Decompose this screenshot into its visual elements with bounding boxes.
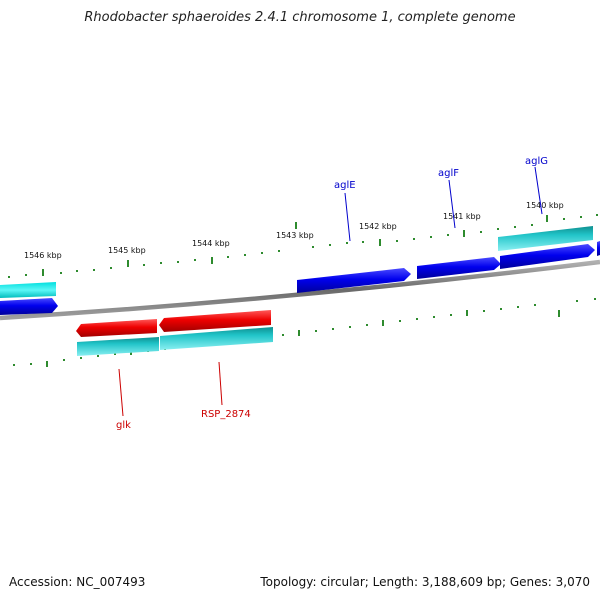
tick-label-1544kbp: 1544 kbp <box>192 239 230 248</box>
tick-label-1540kbp: 1540 kbp <box>526 201 564 210</box>
cds-block-glk <box>77 337 159 356</box>
gene-label-aglG: aglG <box>525 156 548 167</box>
gene-label-RSP_2874: RSP_2874 <box>201 409 251 420</box>
leader-line-aglF <box>448 179 456 229</box>
leader-line-glk <box>118 368 124 417</box>
gene-arrow-right-edge <box>597 241 600 256</box>
tick-label-1546kbp: 1546 kbp <box>24 251 62 260</box>
leader-line-RSP_2874 <box>218 361 223 406</box>
cds-block-aglG <box>498 226 593 251</box>
leader-line-aglG <box>534 166 543 215</box>
gene-label-aglF: aglF <box>438 168 459 179</box>
cds-block-RSP_2874 <box>160 327 273 350</box>
tick-label-1541kbp: 1541 kbp <box>443 212 481 221</box>
tick-label-1542kbp: 1542 kbp <box>359 222 397 231</box>
accession-text: Accession: NC_007493 <box>9 575 146 589</box>
gene-arrow-aglE <box>297 268 411 293</box>
genome-summary-text: Topology: circular; Length: 3,188,609 bp… <box>260 575 590 589</box>
gene-label-glk: glk <box>116 420 131 431</box>
cds-block-left-edge <box>0 282 56 298</box>
gene-label-aglE: aglE <box>334 180 356 191</box>
outer-scale-track <box>8 214 598 278</box>
gene-arrow-aglG <box>500 244 595 269</box>
gene-arrow-left-edge <box>0 298 58 315</box>
chromosome-backbone <box>0 259 600 321</box>
leader-line-aglE <box>344 192 351 242</box>
tick-label-1543kbp: 1543 kbp <box>276 231 314 240</box>
tick-label-1545kbp: 1545 kbp <box>108 246 146 255</box>
gene-arrow-glk <box>76 319 157 337</box>
gene-arrow-RSP_2874 <box>159 310 271 332</box>
gene-arrow-aglF <box>417 257 501 279</box>
map-title: Rhodobacter sphaeroides 2.4.1 chromosome… <box>84 10 516 25</box>
